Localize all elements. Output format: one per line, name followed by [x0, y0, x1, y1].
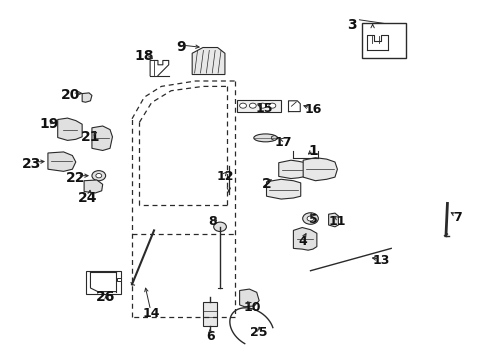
Circle shape [249, 103, 256, 108]
Polygon shape [278, 160, 305, 179]
Bar [203, 302, 216, 326]
Text: 8: 8 [208, 215, 217, 228]
Text: 14: 14 [142, 307, 160, 320]
Text: 23: 23 [22, 157, 41, 171]
Text: 11: 11 [328, 215, 346, 228]
Polygon shape [293, 228, 316, 250]
Ellipse shape [253, 134, 277, 142]
Text: 1: 1 [307, 144, 317, 158]
Polygon shape [266, 179, 300, 199]
Polygon shape [92, 126, 112, 150]
Polygon shape [239, 289, 259, 307]
Text: 25: 25 [250, 327, 267, 339]
Text: 19: 19 [39, 117, 59, 131]
Polygon shape [271, 135, 277, 140]
Text: 24: 24 [78, 191, 98, 205]
Text: 18: 18 [134, 49, 154, 63]
Bar [85, 271, 121, 294]
Circle shape [239, 103, 246, 108]
Text: 26: 26 [95, 290, 115, 304]
Text: 2: 2 [261, 177, 271, 190]
Bar [117, 278, 121, 281]
Polygon shape [328, 213, 338, 227]
Text: 15: 15 [255, 102, 272, 114]
Text: 4: 4 [298, 235, 307, 248]
Text: 5: 5 [308, 213, 317, 226]
Text: 20: 20 [61, 89, 81, 102]
Circle shape [268, 103, 275, 108]
Text: 12: 12 [216, 170, 233, 183]
Circle shape [259, 103, 265, 108]
Polygon shape [192, 48, 224, 75]
Circle shape [302, 213, 318, 224]
Text: 9: 9 [176, 40, 185, 54]
Text: 22: 22 [66, 171, 85, 185]
Text: 3: 3 [346, 18, 356, 32]
Text: 10: 10 [243, 301, 260, 314]
Circle shape [92, 171, 105, 181]
Circle shape [306, 216, 313, 221]
Polygon shape [58, 118, 82, 140]
Text: 16: 16 [304, 103, 321, 116]
Text: 21: 21 [81, 130, 100, 144]
Polygon shape [84, 180, 102, 193]
Text: 13: 13 [372, 255, 389, 267]
Polygon shape [303, 158, 337, 181]
Bar [237, 100, 281, 112]
Bar [361, 23, 405, 58]
Polygon shape [48, 152, 76, 171]
Circle shape [96, 174, 102, 178]
Circle shape [213, 222, 226, 231]
Text: 17: 17 [274, 136, 292, 149]
Polygon shape [82, 93, 92, 102]
Text: 6: 6 [205, 330, 214, 343]
Text: 7: 7 [452, 211, 461, 224]
